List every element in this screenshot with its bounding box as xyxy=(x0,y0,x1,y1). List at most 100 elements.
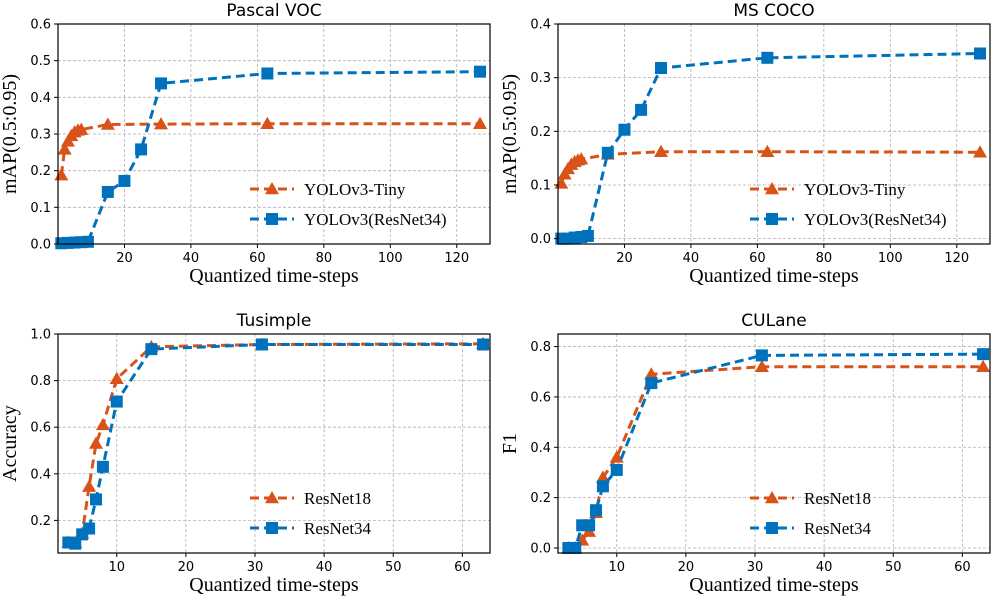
data-point xyxy=(761,51,774,64)
data-point xyxy=(69,537,82,550)
y-tick-label: 0.4 xyxy=(30,91,51,106)
x-tick-label: 80 xyxy=(316,251,333,266)
x-tick-label: 20 xyxy=(178,560,195,575)
data-point xyxy=(57,142,72,155)
data-point xyxy=(473,116,488,129)
data-point xyxy=(601,146,614,159)
data-point xyxy=(754,359,769,372)
plot-frame xyxy=(57,333,491,554)
series-resnet18 xyxy=(61,336,491,548)
x-axis-label: Quantized time-steps xyxy=(189,265,359,287)
x-tick-label: 40 xyxy=(183,251,200,266)
y-tick-label: 0.2 xyxy=(30,514,51,529)
y-tick-label: 0.4 xyxy=(530,18,551,33)
data-point xyxy=(96,460,109,473)
data-point xyxy=(74,122,89,135)
x-tick-label: 50 xyxy=(385,560,402,575)
chart-panel-3: 10 20 30 40 50 60 0.2 0.4 0.6 0.8 1.0 Tusimple Quant… xyxy=(0,311,491,596)
data-point xyxy=(109,371,124,384)
x-axis-label: Quantized time-steps xyxy=(189,574,359,596)
legend-marker xyxy=(765,491,779,504)
x-tick-label: 20 xyxy=(678,560,695,575)
x-axis-label: Quantized time-steps xyxy=(689,574,859,596)
x-tick-label: 10 xyxy=(608,560,625,575)
legend: YOLOv3-Tiny YOLOv3(ResNet34) xyxy=(750,180,947,229)
x-tick-label: 80 xyxy=(816,251,833,266)
data-point xyxy=(635,103,648,116)
legend: ResNet18 ResNet34 xyxy=(250,489,372,538)
x-tick-label: 50 xyxy=(885,560,902,575)
data-point xyxy=(644,367,659,380)
data-point xyxy=(595,470,610,483)
data-point xyxy=(145,343,158,356)
y-tick-label: 0.2 xyxy=(530,125,551,140)
data-point xyxy=(760,144,775,157)
legend-label: ResNet18 xyxy=(304,489,371,508)
series-resnet34 xyxy=(562,348,990,554)
legend-label: YOLOv3(ResNet34) xyxy=(304,210,447,229)
legend-label: ResNet34 xyxy=(304,519,372,538)
data-point xyxy=(618,123,631,136)
legend-marker xyxy=(766,522,778,534)
y-tick-label: 0.0 xyxy=(530,232,551,247)
data-point xyxy=(89,436,104,449)
legend-marker xyxy=(766,213,778,225)
data-point xyxy=(574,152,589,165)
x-axis-label: Quantized time-steps xyxy=(689,265,859,287)
x-tick-label: 10 xyxy=(108,560,125,575)
data-point xyxy=(596,480,609,493)
legend-marker xyxy=(266,522,278,534)
data-point xyxy=(976,359,991,372)
data-point xyxy=(118,174,131,187)
y-tick-label: 0.3 xyxy=(530,71,551,86)
series-yolov3-resnet34- xyxy=(555,47,987,245)
data-point xyxy=(655,62,668,74)
data-point xyxy=(83,522,96,535)
series-line xyxy=(568,365,984,550)
chart-title: Pascal VOC xyxy=(226,1,321,21)
y-tick-label: 0.2 xyxy=(30,164,51,179)
data-point xyxy=(155,77,168,90)
data-point xyxy=(645,377,658,390)
y-tick-label: 0.4 xyxy=(530,441,551,456)
y-axis-label: mAP(0.5:0.95) xyxy=(0,74,21,194)
x-tick-label: 120 xyxy=(444,251,469,266)
data-point xyxy=(654,144,669,157)
x-tick-label: 40 xyxy=(683,251,700,266)
data-point xyxy=(261,67,274,80)
x-tick-label: 30 xyxy=(747,560,764,575)
data-point xyxy=(82,479,97,492)
series-line xyxy=(68,342,484,545)
y-tick-label: 0.6 xyxy=(30,421,51,436)
plot-frame xyxy=(557,333,991,554)
legend-label: YOLOv3-Tiny xyxy=(804,180,906,199)
chart-title: CULane xyxy=(741,311,806,331)
x-tick-label: 60 xyxy=(454,560,471,575)
y-axis-label: F1 xyxy=(499,433,521,454)
data-point xyxy=(135,143,148,156)
y-tick-label: 0.3 xyxy=(30,128,51,143)
legend-label: ResNet18 xyxy=(804,489,871,508)
data-point xyxy=(977,348,990,361)
x-tick-label: 60 xyxy=(749,251,766,266)
plot-frame xyxy=(557,23,991,245)
legend-marker xyxy=(265,182,279,195)
y-tick-label: 0.4 xyxy=(30,467,51,482)
data-point xyxy=(255,338,268,351)
x-tick-label: 20 xyxy=(116,251,133,266)
y-tick-label: 0.8 xyxy=(30,374,51,389)
x-tick-label: 100 xyxy=(878,251,903,266)
y-tick-label: 1.0 xyxy=(30,328,51,343)
x-tick-label: 60 xyxy=(954,560,971,575)
chart-panel-1: 20 40 60 80 100 120 0.0 0.1 0.2 0.3 0.4 0.5 0.6 Pasca… xyxy=(0,1,491,287)
series-line xyxy=(68,342,484,546)
legend-marker xyxy=(765,182,779,195)
series-yolov3-resnet34- xyxy=(55,65,487,250)
data-point xyxy=(973,145,988,158)
y-tick-label: 0.1 xyxy=(530,178,551,193)
legend-label: YOLOv3-Tiny xyxy=(304,180,406,199)
data-point xyxy=(974,47,987,60)
y-tick-label: 0.0 xyxy=(530,541,551,556)
data-point xyxy=(610,463,623,476)
data-point xyxy=(474,65,487,78)
